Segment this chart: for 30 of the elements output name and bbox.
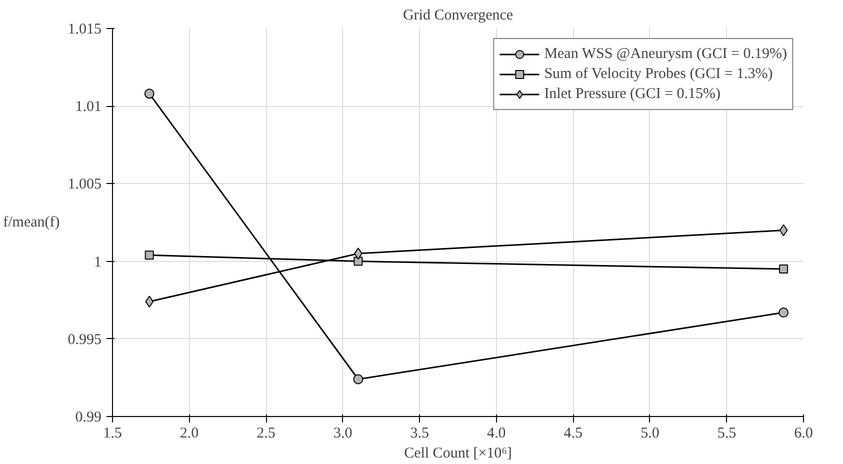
x-tick-label: 1.5 xyxy=(103,426,122,442)
point xyxy=(144,250,154,260)
point xyxy=(145,296,154,308)
legend-label: Inlet Pressure (GCI = 0.15%) xyxy=(544,85,721,103)
point xyxy=(779,264,788,274)
legend-label: Mean WSS @Aneurysm (GCI = 0.19%) xyxy=(544,45,787,63)
point xyxy=(144,88,154,99)
chart-title: Grid Convergence xyxy=(402,8,514,24)
x-tick-label: 3.0 xyxy=(333,426,352,442)
point xyxy=(354,256,363,266)
x-tick-label: 3.5 xyxy=(410,426,429,442)
y-tick-label: 0.99 xyxy=(75,410,102,426)
point xyxy=(779,224,788,236)
x-tick-label: 4.0 xyxy=(487,426,506,442)
x-axis-title: Cell Count [×10⁶] xyxy=(404,446,512,462)
y-tick-label: 1.01 xyxy=(75,99,102,116)
x-tick-label: 2.0 xyxy=(180,426,199,442)
x-tick-label: 4.5 xyxy=(564,426,583,442)
point xyxy=(353,374,364,384)
point xyxy=(778,308,789,318)
y-tick-label: 0.995 xyxy=(68,332,102,348)
y-tick-label: 1.005 xyxy=(68,176,102,193)
y-tick-label: 1.015 xyxy=(68,22,102,38)
x-tick-label: 5.5 xyxy=(717,426,736,442)
y-axis-title: f/mean(f) xyxy=(3,214,60,230)
x-tick-label: 5.0 xyxy=(640,426,660,442)
y-tick-label: 1 xyxy=(94,254,102,270)
x-tick-label: 6.0 xyxy=(794,426,813,442)
x-tick-label: 2.5 xyxy=(256,426,276,442)
legend-label: Sum of Velocity Probes (GCI = 1.3%) xyxy=(544,65,773,83)
